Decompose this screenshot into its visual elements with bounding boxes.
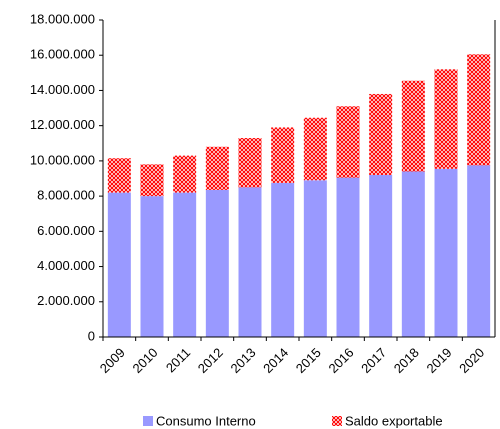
x-tick-label: 2014 — [260, 345, 291, 376]
bar-segment — [303, 117, 327, 181]
y-tick-label: 2.000.000 — [37, 293, 95, 308]
x-tick-label: 2019 — [423, 345, 454, 376]
bar-segment — [401, 171, 425, 337]
bar-segment — [467, 165, 491, 337]
legend-swatch — [332, 416, 342, 426]
x-tick-label: 2013 — [227, 345, 258, 376]
bar-segment — [336, 106, 360, 178]
x-tick-label: 2012 — [195, 345, 226, 376]
bar-segment — [140, 196, 164, 337]
bar-segment — [434, 168, 458, 337]
y-tick-label: 0 — [88, 328, 95, 343]
legend-swatch — [143, 416, 153, 426]
bar-segment — [238, 137, 262, 188]
bar-segment — [401, 80, 425, 172]
y-tick-label: 16.000.000 — [30, 47, 95, 62]
bar-segment — [271, 127, 295, 183]
bar-segment — [467, 54, 491, 166]
bar-segment — [205, 146, 229, 190]
x-tick-label: 2015 — [293, 345, 324, 376]
y-tick-label: 4.000.000 — [37, 258, 95, 273]
bar-segment — [434, 69, 458, 169]
x-tick-label: 2017 — [358, 345, 389, 376]
y-tick-label: 6.000.000 — [37, 223, 95, 238]
y-tick-label: 12.000.000 — [30, 117, 95, 132]
bar-segment — [303, 180, 327, 337]
y-tick-label: 8.000.000 — [37, 188, 95, 203]
bar-segment — [205, 189, 229, 337]
x-tick-label: 2020 — [456, 345, 487, 376]
legend-label: Saldo exportable — [345, 413, 443, 428]
bar-segment — [271, 182, 295, 337]
bar-segment — [107, 158, 131, 193]
bar-segment — [369, 174, 393, 337]
bar-segment — [238, 187, 262, 337]
x-tick-label: 2018 — [391, 345, 422, 376]
bar-segment — [369, 93, 393, 175]
bar-segment — [107, 192, 131, 337]
x-tick-label: 2010 — [129, 345, 160, 376]
bar-segment — [336, 177, 360, 337]
x-tick-label: 2011 — [163, 345, 193, 375]
x-tick-label: 2016 — [325, 345, 356, 376]
bar-segment — [173, 192, 197, 337]
y-tick-label: 10.000.000 — [30, 152, 95, 167]
bar-segment — [140, 164, 164, 197]
bar-segment — [173, 155, 197, 193]
y-tick-label: 18.000.000 — [30, 11, 95, 26]
x-tick-label: 2009 — [97, 345, 128, 376]
y-tick-label: 14.000.000 — [30, 82, 95, 97]
legend-label: Consumo Interno — [156, 413, 256, 428]
